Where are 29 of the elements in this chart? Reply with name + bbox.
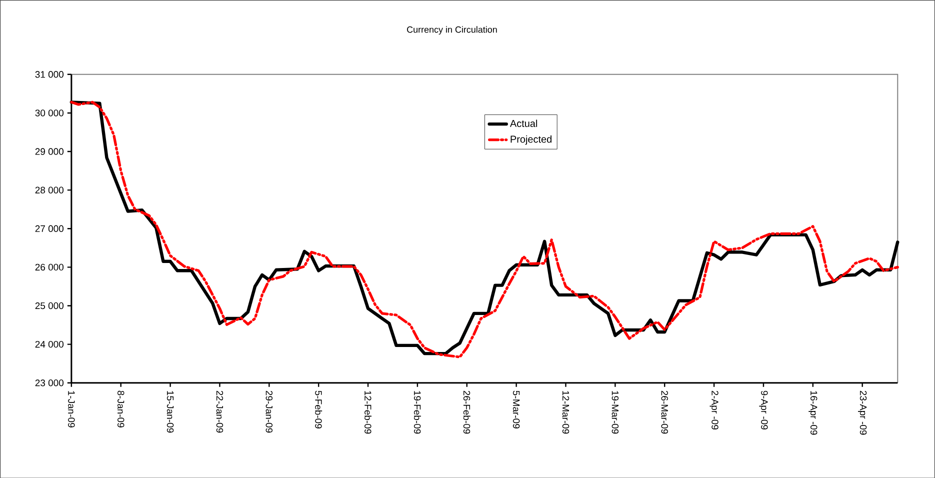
x-tick-label: 23-Apr -09 [858,390,867,435]
y-tick-label: 26 000 [35,264,64,270]
y-tick-label: 29 000 [35,148,64,155]
y-tick-label: 24 000 [35,340,64,348]
x-tick-label: 29-Jan-09 [266,390,273,432]
y-tick-label: 28 000 [35,186,64,194]
y-tick-label: 25 000 [35,302,64,309]
x-tick-label: 12-Feb-09 [364,390,372,434]
x-tick-label: 5-Feb-09 [315,390,322,428]
x-tick-label: 9-Apr -09 [759,390,768,430]
legend-label: Projected [510,135,552,145]
x-tick-label: 19-Feb-09 [414,390,421,434]
x-tick-label: 15-Jan-09 [166,390,174,432]
y-tick-label: 27 000 [35,225,64,232]
x-tick-label: 26-Feb-09 [463,390,470,434]
x-tick-label: 2-Apr -09 [710,390,718,430]
y-tick-label: 31 000 [35,70,64,78]
x-tick-label: 12-Mar-09 [562,390,570,434]
chart-title: Currency in Circulation [407,26,497,34]
y-tick-label: 30 000 [35,109,64,116]
y-tick-label: 23 000 [35,379,64,386]
x-tick-label: 22-Jan-09 [216,390,224,432]
x-tick-label: 16-Apr -09 [808,390,818,435]
legend-label: Actual [510,120,538,127]
x-tick-label: 26-Mar-09 [661,390,668,434]
x-tick-label: 19-Mar-09 [612,390,619,434]
x-tick-label: 8-Jan-09 [117,390,124,428]
x-tick-label: 1-Jan-09 [68,390,75,428]
x-tick-label: 5-Mar-09 [512,390,520,428]
